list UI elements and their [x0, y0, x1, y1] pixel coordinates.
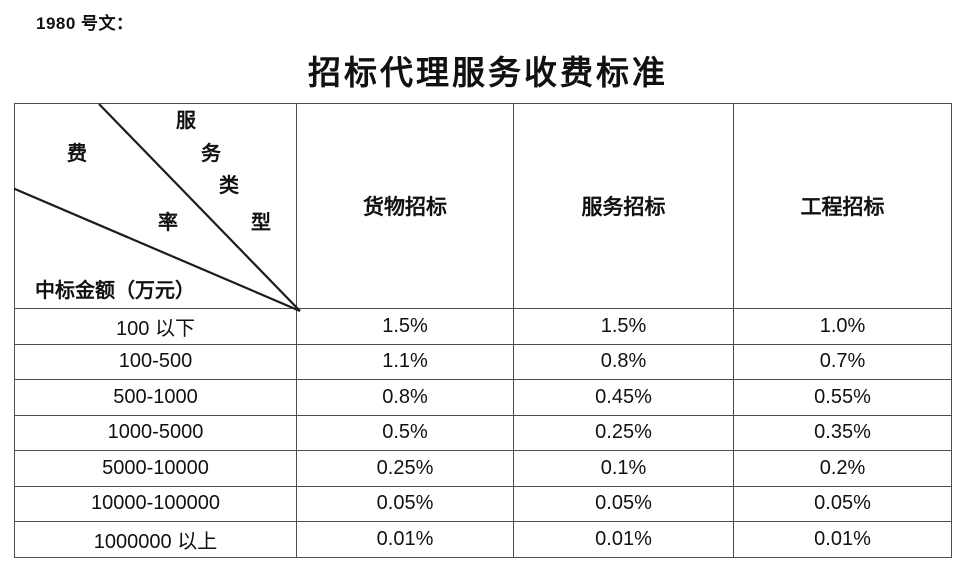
fee-char: 费 [67, 143, 87, 165]
table-header-row: 费 率 服 务 类 型 中标金额（万元） 货物招标 服务招标 工程招标 [13, 103, 952, 312]
rate-cell: 0.01% [513, 521, 734, 558]
rate-cell: 0.05% [733, 485, 952, 522]
column-header-services: 服务招标 [513, 103, 734, 309]
rate-cell: 0.25% [513, 414, 734, 451]
table-row: 100-500 1.1% 0.8% 0.7% [14, 343, 952, 380]
amount-range-cell: 1000000 以上 [14, 521, 297, 558]
rate-cell: 0.25% [296, 450, 514, 487]
rate-cell: 0.01% [296, 521, 514, 558]
rate-cell: 1.1% [296, 343, 514, 380]
amount-range-cell: 1000-5000 [14, 414, 297, 451]
table-row: 1000000 以上 0.01% 0.01% 0.01% [14, 521, 952, 558]
table-row: 5000-10000 0.25% 0.1% 0.2% [14, 450, 952, 487]
rate-cell: 1.5% [296, 308, 514, 345]
table-row: 1000-5000 0.5% 0.25% 0.35% [14, 414, 952, 451]
amount-axis-label: 中标金额（万元） [35, 280, 195, 302]
amount-range-cell: 100 以下 [14, 308, 297, 345]
rate-char: 率 [158, 212, 178, 234]
column-header-goods: 货物招标 [296, 103, 514, 309]
rate-cell: 1.5% [513, 308, 734, 345]
table-row: 10000-100000 0.05% 0.05% 0.05% [14, 485, 952, 522]
table-row: 100 以下 1.5% 1.5% 1.0% [14, 308, 952, 345]
amount-range-cell: 5000-10000 [14, 450, 297, 487]
doc-number: 1980 号文： [36, 14, 134, 33]
rate-cell: 0.7% [733, 343, 952, 380]
column-header-engineering: 工程招标 [733, 103, 952, 309]
service-type-char: 务 [201, 143, 221, 165]
rate-cell: 0.05% [513, 485, 734, 522]
rate-cell: 0.2% [733, 450, 952, 487]
page-title: 招标代理服务收费标准 [308, 56, 668, 92]
diagonal-header-cell: 费 率 服 务 类 型 中标金额（万元） [13, 103, 301, 312]
rate-cell: 0.55% [733, 379, 952, 416]
fee-standard-table: 费 率 服 务 类 型 中标金额（万元） 货物招标 服务招标 工程招标 100 … [13, 103, 952, 558]
rate-cell: 0.8% [296, 379, 514, 416]
table-row: 500-1000 0.8% 0.45% 0.55% [14, 379, 952, 416]
rate-cell: 0.45% [513, 379, 734, 416]
service-type-char: 类 [219, 175, 239, 197]
rate-cell: 0.8% [513, 343, 734, 380]
rate-cell: 0.01% [733, 521, 952, 558]
rate-cell: 1.0% [733, 308, 952, 345]
amount-range-cell: 100-500 [14, 343, 297, 380]
rate-cell: 0.05% [296, 485, 514, 522]
amount-range-cell: 10000-100000 [14, 485, 297, 522]
service-type-char: 服 [176, 110, 196, 132]
rate-cell: 0.35% [733, 414, 952, 451]
rate-cell: 0.1% [513, 450, 734, 487]
amount-range-cell: 500-1000 [14, 379, 297, 416]
diagonal-lines [13, 103, 301, 312]
service-type-char: 型 [251, 212, 271, 234]
rate-cell: 0.5% [296, 414, 514, 451]
